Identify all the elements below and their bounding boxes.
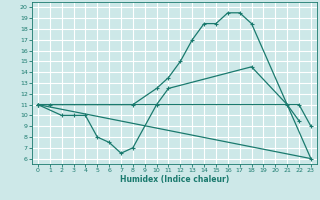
X-axis label: Humidex (Indice chaleur): Humidex (Indice chaleur) (120, 175, 229, 184)
